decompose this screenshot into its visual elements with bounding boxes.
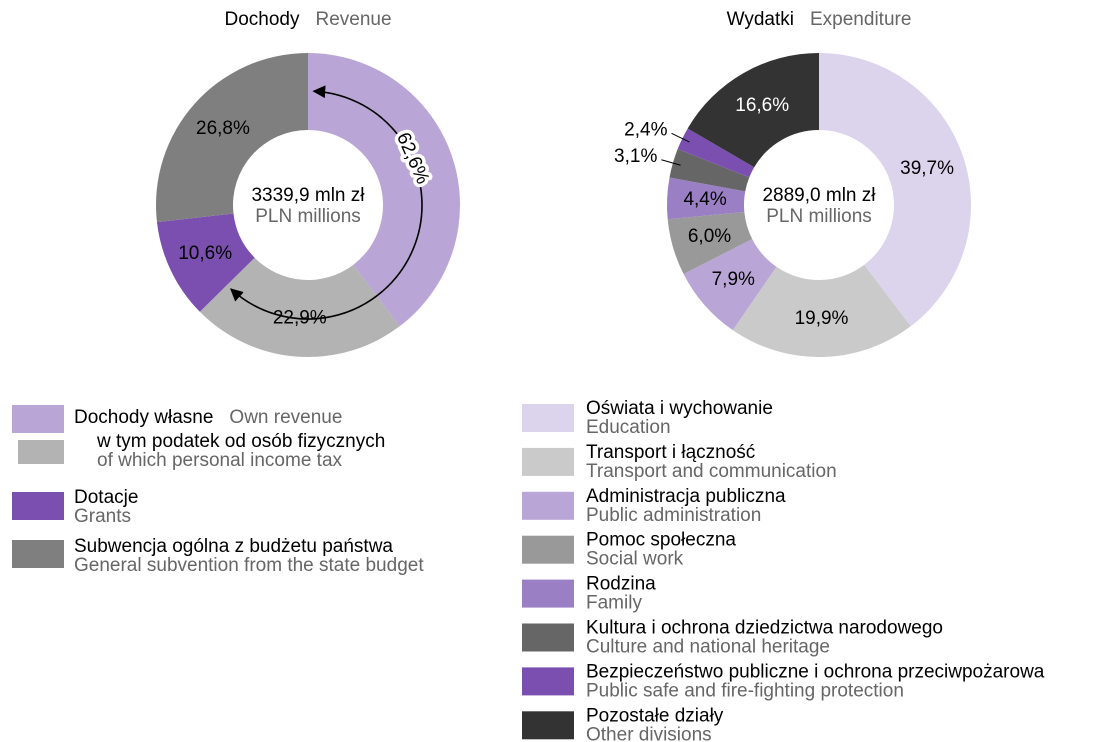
data-label: 26,8% [196,118,250,139]
title: Wydatki [727,9,794,30]
legend-label-en: Other divisions [586,724,712,742]
slice [683,239,777,331]
data-label: 16,6% [735,95,789,116]
legend-swatch [522,711,574,740]
legend-label-en: Culture and national heritage [586,637,830,658]
donut: Wydatki Expenditure 39,7% 19,9% 7,9% 6,0% 4,4%… [614,9,972,357]
slice [687,53,819,168]
slice [308,53,460,327]
legend-item: Kultura i ochrona dziedzictwa narodowego… [522,618,943,658]
legend-item: Bezpieczeństwo publiczne i ochrona przec… [522,661,1045,701]
data-label: 3,1% [614,146,657,167]
center-label: 2889,0 mln zł [762,185,876,206]
legend-label: w tym podatek od osób fizycznych [96,431,385,452]
subtitle: Expenditure [810,9,911,30]
legend-label: Bezpieczeństwo publiczne i ochrona przec… [586,661,1045,682]
center-sublabel: PLN millions [255,206,361,227]
legend-label-en: Social work [586,549,684,570]
center-sublabel: PLN millions [766,206,872,227]
legend-label: Transport i łączność [586,442,755,463]
data-label: 2,4% [624,119,667,140]
legend: Dochody własne Own revenue w tym podatek o… [12,405,424,576]
legend-label: Administracja publiczna [586,486,786,507]
data-label: 10,6% [178,243,232,264]
legend-label-en: Family [586,593,642,614]
legend-swatch [522,404,574,432]
legend-swatch [18,440,64,464]
legend-label-en: of which personal income tax [97,450,343,471]
legend-swatch [12,492,64,520]
legend-label: Kultura i ochrona dziedzictwa narodowego [586,618,943,639]
subtitle: Revenue [315,9,391,30]
chart-title: Dochody Revenue [224,9,391,30]
legend-label: Rodzina [586,574,656,595]
slice [677,128,755,178]
legend-label-en: Education [586,417,671,438]
data-label: 6,0% [688,226,731,247]
legend-text: Dochody własne Own revenue [74,407,342,428]
legend-swatch [12,405,64,433]
legend-label-en: Own revenue [229,407,342,428]
legend-label-en: General subvention from the state budget [74,555,424,576]
legend-label-en: Public administration [586,505,761,526]
legend-swatch [522,447,574,476]
legend-swatch [522,623,574,652]
legend-label-en: Grants [74,506,131,527]
legend-label-en: Transport and communication [586,461,837,482]
legend-item: Subwencja ogólna z budżetu państwaGenera… [12,536,424,576]
slice [669,149,750,192]
data-label: 7,9% [712,269,755,290]
legend-item: Dochody własne Own revenue [12,405,342,433]
legend-label: Dotacje [74,487,138,508]
slice [819,53,972,327]
center-label: 3339,9 mln zł [251,185,365,206]
legend-swatch [522,491,574,520]
legend-label: Dochody własne [74,407,213,428]
slice [667,177,746,220]
legend-swatch [522,667,574,696]
legend-swatch [522,579,574,608]
title: Dochody [224,9,299,30]
legend-label-en: Public safe and fire-fighting protection [586,680,904,701]
leader-line [661,159,681,166]
annotation-arc [230,85,423,320]
data-label: 4,4% [683,189,726,210]
data-label: 19,9% [795,308,849,329]
slice [732,264,911,357]
data-label: 39,7% [900,158,954,179]
legend-swatch [12,540,64,568]
legend-swatch [522,535,574,564]
legend-label: Pozostałe działy [586,705,724,726]
legend-label: Pomoc społeczna [586,530,736,551]
leader-line [671,132,690,143]
slice [667,212,753,275]
legend-label: Oświata i wychowanie [586,398,773,419]
chart-title: Wydatki Expenditure [727,9,912,30]
legend-label: Subwencja ogólna z budżetu państwa [74,536,393,557]
